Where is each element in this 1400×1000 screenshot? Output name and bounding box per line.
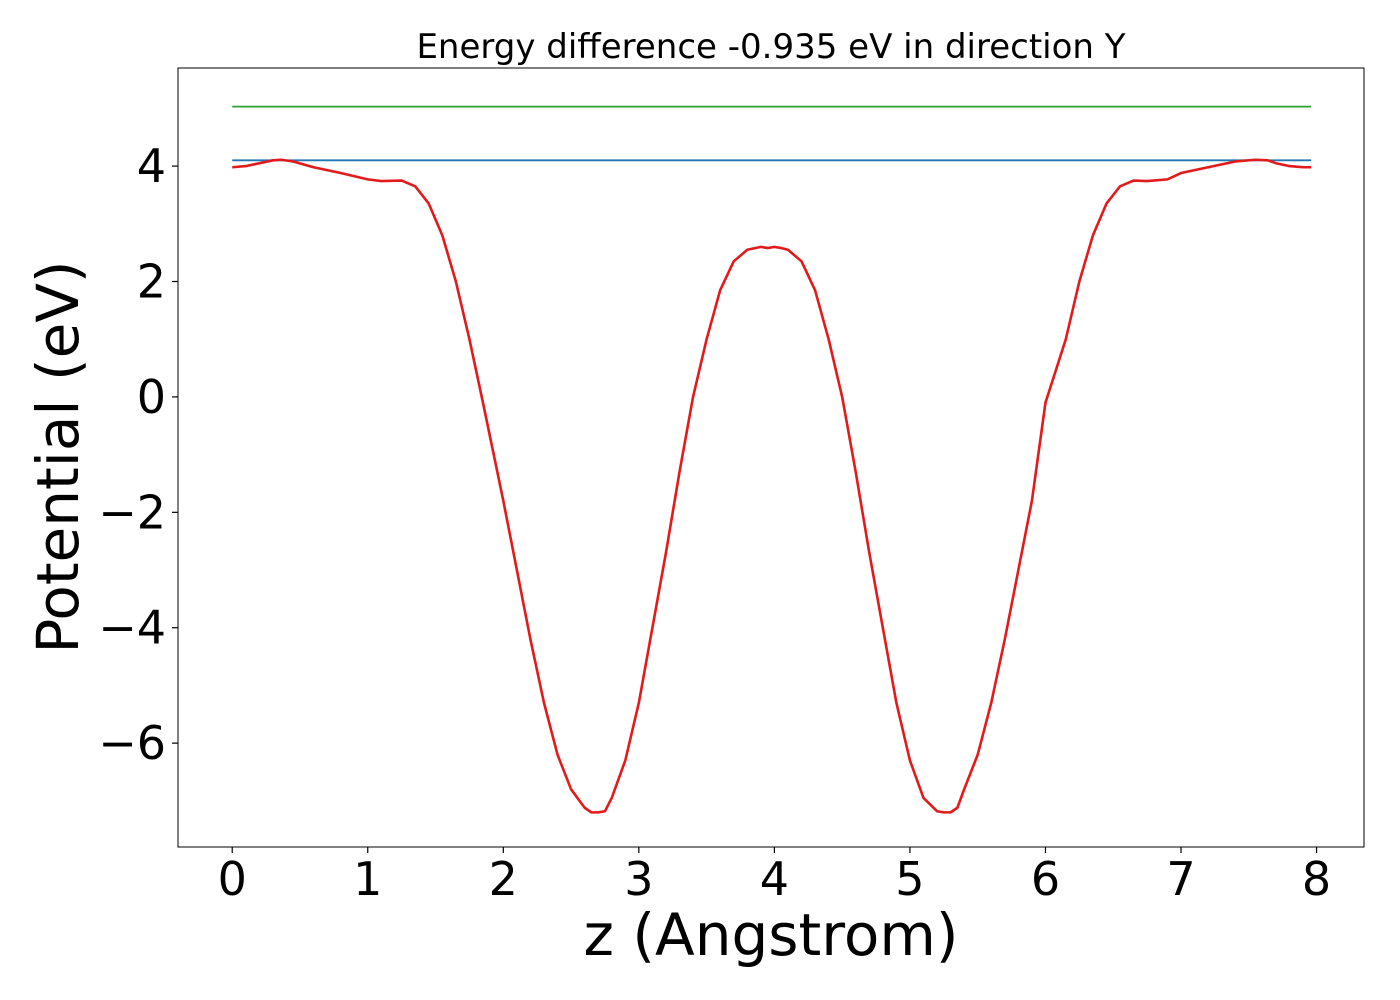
y-axis-label: Potential (eV) xyxy=(24,260,92,653)
chart-title: Energy difference -0.935 eV in direction… xyxy=(416,27,1125,67)
y-tick-label: −2 xyxy=(98,485,166,539)
y-tick-label: −6 xyxy=(98,716,166,770)
y-tick-label: −4 xyxy=(98,601,166,655)
y-tick-label: 4 xyxy=(137,139,166,193)
x-tick-label: 1 xyxy=(353,852,382,906)
x-tick-label: 2 xyxy=(489,852,518,906)
x-tick-label: 6 xyxy=(1031,852,1060,906)
x-tick-label: 3 xyxy=(624,852,653,906)
x-tick-label: 8 xyxy=(1302,852,1331,906)
y-axis-ticks: 4 2 0 −2 −4 −6 xyxy=(98,139,178,770)
x-tick-label: 4 xyxy=(760,852,789,906)
x-axis-ticks: 0 1 2 3 4 5 6 7 8 xyxy=(218,847,1331,906)
x-axis-label: z (Angstrom) xyxy=(584,901,959,969)
x-tick-label: 7 xyxy=(1166,852,1195,906)
plot-lines xyxy=(232,105,1312,814)
plot-frame xyxy=(177,67,1365,848)
x-tick-label: 0 xyxy=(218,852,247,906)
y-tick-label: 2 xyxy=(137,255,166,309)
y-tick-label: 0 xyxy=(137,370,166,424)
series-line-3 xyxy=(232,158,1312,814)
x-tick-label: 5 xyxy=(895,852,924,906)
